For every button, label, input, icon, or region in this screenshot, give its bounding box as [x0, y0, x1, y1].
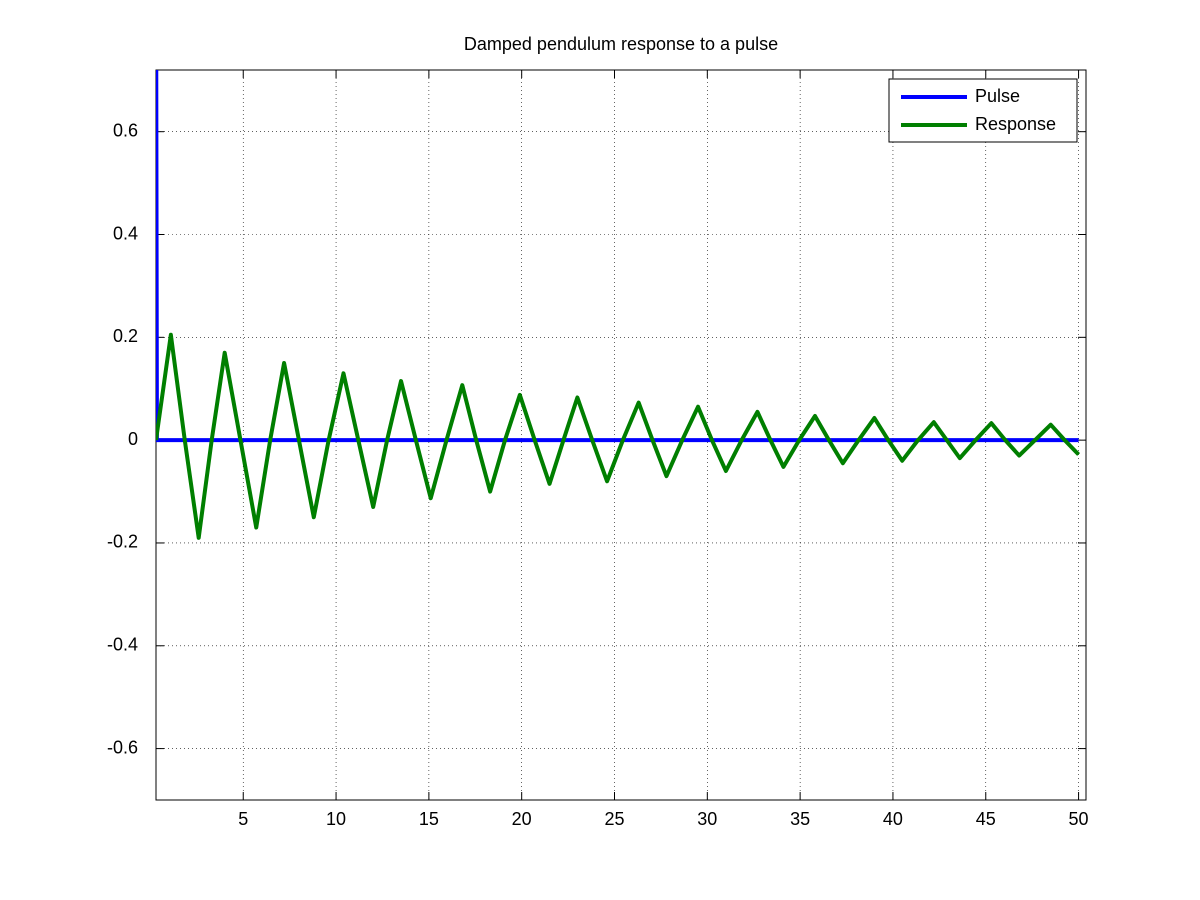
series-line: [156, 332, 1081, 540]
x-tick-label: 25: [604, 809, 624, 829]
x-tick-label: 15: [419, 809, 439, 829]
legend-label: Pulse: [975, 86, 1020, 106]
plot-area: [155, 69, 1087, 801]
legend: Pulse Response: [888, 78, 1078, 143]
x-tick-label: 20: [512, 809, 532, 829]
y-tick-label: -0.6: [107, 737, 138, 757]
x-tick-label: 40: [883, 809, 903, 829]
y-tick-label: 0.2: [113, 326, 138, 346]
grid: 5 10 15 20 25 30 35 40 45 50 -0.6 -0.4 -0.2 0 0.2 0.4 0.…: [107, 70, 1089, 829]
legend-box: [888, 78, 1078, 143]
x-tick-label: 45: [976, 809, 996, 829]
y-tick-label: -0.4: [107, 635, 138, 655]
x-tick-label: 5: [238, 809, 248, 829]
x-tick-label: 30: [697, 809, 717, 829]
y-tick-label: 0.4: [113, 223, 138, 243]
y-tick-label: 0: [128, 429, 138, 449]
x-tick-label: 50: [1069, 809, 1089, 829]
legend-label: Response: [975, 114, 1056, 134]
x-tick-label: 10: [326, 809, 346, 829]
chart-title: Damped pendulum response to a pulse: [464, 34, 778, 54]
data-layer: [156, 70, 1081, 540]
y-tick-label: -0.2: [107, 532, 138, 552]
y-tick-label: 0.6: [113, 120, 138, 140]
x-tick-label: 35: [790, 809, 810, 829]
